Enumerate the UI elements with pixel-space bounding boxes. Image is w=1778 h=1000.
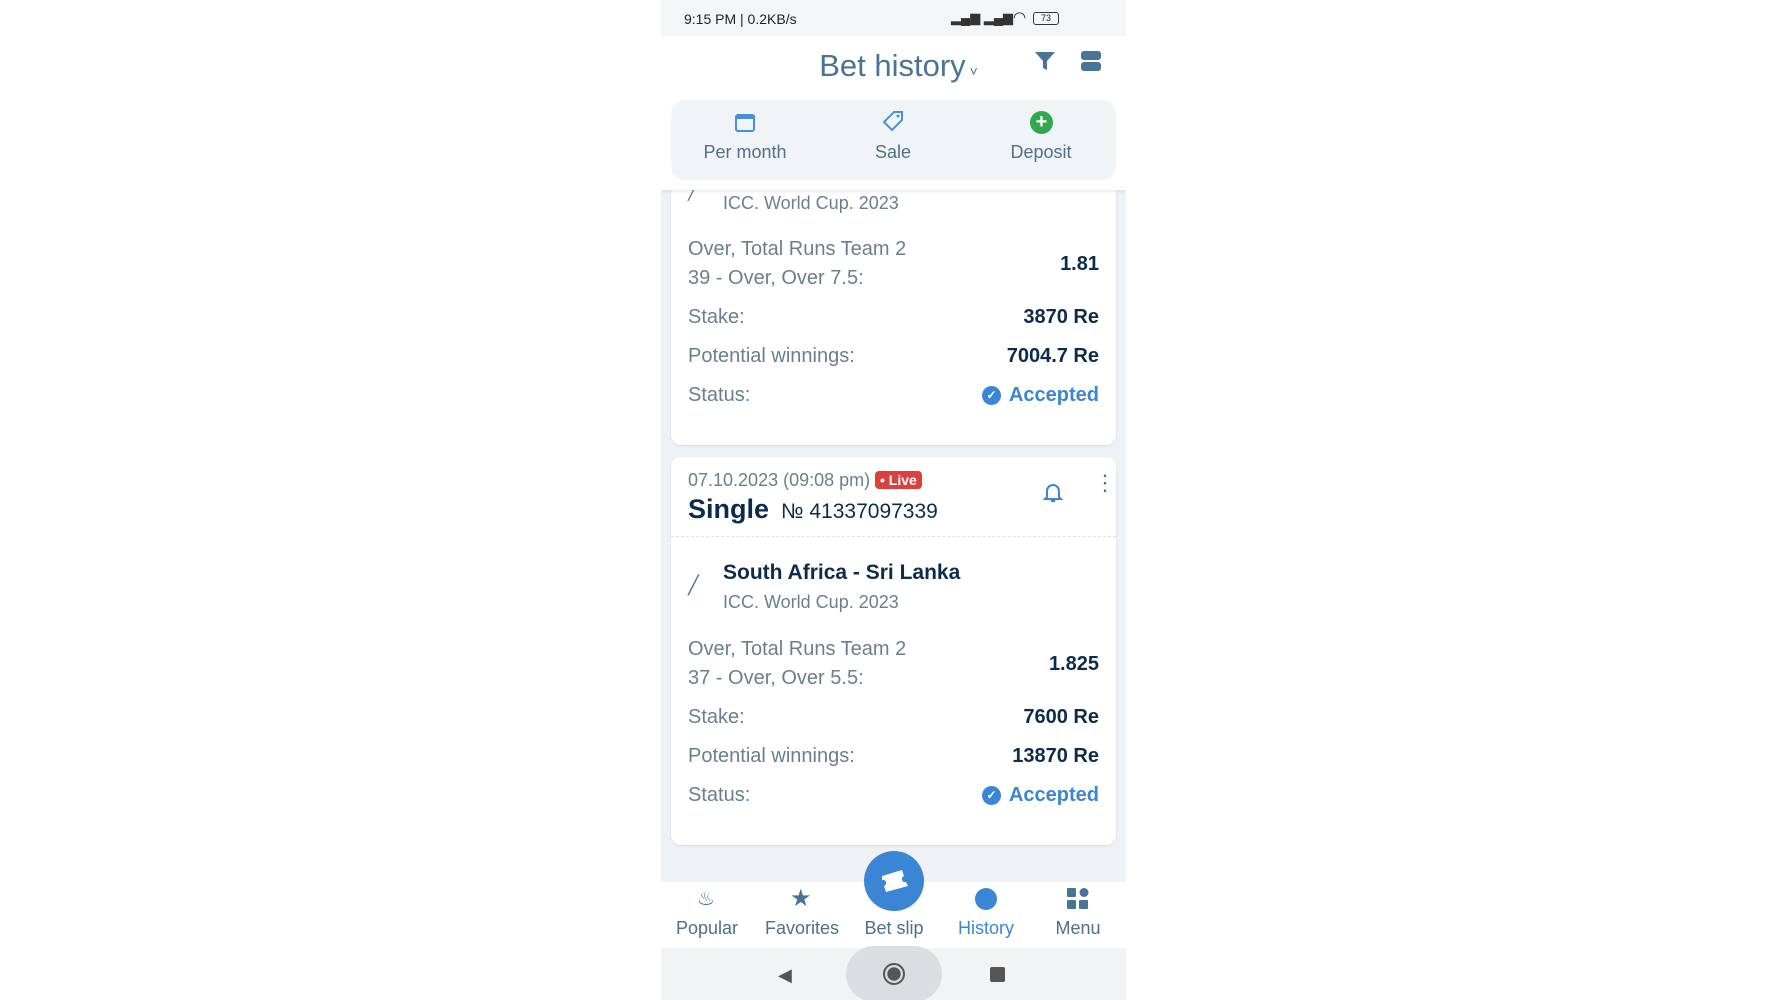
- nav-label: Bet slip: [864, 918, 924, 938]
- potential-winnings-label: Potential winnings:: [688, 745, 855, 767]
- league-name: ICC. World Cup. 2023: [723, 592, 899, 612]
- check-circle-icon: ✓: [981, 786, 1001, 805]
- clock-icon: [975, 888, 997, 910]
- divider: [671, 536, 1116, 537]
- bet-card[interactable]: 07.10.2023 (09:08 pm) • Live Single № 41…: [671, 457, 1116, 845]
- sale-label: Sale: [874, 142, 912, 162]
- market-line-2: 39 - Over, Over 7.5:: [688, 267, 864, 289]
- nav-menu[interactable]: Menu: [1032, 882, 1124, 948]
- home-icon: [883, 963, 905, 985]
- bet-number: № 41337097339: [781, 500, 938, 523]
- check-circle-icon: ✓: [981, 386, 1001, 405]
- nav-label: History: [957, 918, 1014, 938]
- league-name: ICC. World Cup. 2023: [723, 193, 899, 213]
- stake-label: Stake:: [688, 706, 745, 728]
- bell-icon[interactable]: [1041, 480, 1065, 504]
- chevron-down-icon: ˅: [965, 63, 978, 79]
- status-text: Accepted: [1008, 784, 1099, 806]
- status-time: 9:15 PM | 0.2KB/s: [684, 11, 797, 27]
- bet-date: 07.10.2023 (09:08 pm): [688, 470, 871, 490]
- market-line-2: 37 - Over, Over 5.5:: [688, 667, 864, 689]
- cricket-bat-icon: ╱: [688, 184, 698, 201]
- market-line-1: Over, Total Runs Team 2: [688, 638, 907, 660]
- system-nav: ◀: [661, 946, 1126, 1000]
- status-bar: 9:15 PM | 0.2KB/s ▂▄▆ ▂▄▆ ◠ 73: [661, 0, 1126, 36]
- live-badge: • Live: [875, 471, 922, 489]
- layout-toggle-icon[interactable]: [1080, 50, 1102, 72]
- battery-icon: 73: [1033, 12, 1059, 25]
- cricket-bat-icon: ╱: [688, 575, 699, 595]
- stake-label: Stake:: [688, 306, 745, 328]
- calendar-icon: [735, 114, 755, 132]
- odds-value: 1.81: [1060, 253, 1099, 275]
- stake-value: 7600 Re: [1023, 706, 1099, 728]
- flame-icon: ♨: [697, 888, 715, 910]
- deposit-label: Deposit: [1010, 142, 1072, 162]
- nav-bet-slip[interactable]: Bet slip: [848, 882, 940, 948]
- match-name[interactable]: South Africa - Sri Lanka: [723, 561, 961, 584]
- status-label: Status:: [688, 384, 751, 406]
- signal-icon: ▂▄▆ ▂▄▆: [951, 10, 1014, 25]
- home-button[interactable]: [846, 946, 942, 1000]
- page-title: Bet history: [819, 48, 966, 83]
- market-line-1: Over, Total Runs Team 2: [688, 238, 907, 260]
- page-title-dropdown[interactable]: Bet history ˅: [661, 48, 1126, 84]
- nav-history[interactable]: History: [940, 882, 1032, 948]
- tag-icon: [882, 111, 903, 132]
- ticket-icon: [882, 870, 908, 892]
- grid-icon: [1067, 888, 1089, 909]
- bet-card[interactable]: ╱ ICC. World Cup. 2023 Over, Total Runs …: [671, 140, 1116, 445]
- more-options-icon[interactable]: ⋮: [1094, 470, 1116, 495]
- filter-icon[interactable]: [1034, 50, 1056, 72]
- back-icon[interactable]: ◀: [778, 965, 792, 985]
- recents-icon[interactable]: [990, 967, 1005, 982]
- status-value: ✓ Accepted: [981, 784, 1099, 807]
- potential-winnings-label: Potential winnings:: [688, 345, 855, 367]
- nav-label: Popular: [675, 918, 739, 938]
- quick-actions: Per month Sale + Deposit: [671, 100, 1116, 180]
- star-icon: ★: [790, 885, 812, 912]
- wifi-icon: ◠: [1013, 9, 1027, 26]
- potential-winnings-value: 7004.7 Re: [1006, 345, 1099, 367]
- per-month-button[interactable]: Per month: [671, 100, 819, 180]
- odds-value: 1.825: [1048, 653, 1099, 675]
- phone-screen: 9:15 PM | 0.2KB/s ▂▄▆ ▂▄▆ ◠ 73 Bet histo…: [661, 0, 1126, 1000]
- sale-button[interactable]: Sale: [819, 100, 967, 180]
- bet-slip-button[interactable]: [864, 851, 924, 911]
- bet-type: Single: [688, 494, 770, 524]
- nav-label: Menu: [1055, 918, 1101, 938]
- status-value: ✓ Accepted: [981, 384, 1099, 407]
- plus-circle-icon: +: [1030, 111, 1053, 134]
- nav-label: Favorites: [764, 918, 840, 938]
- status-text: Accepted: [1008, 384, 1099, 406]
- status-label: Status:: [688, 784, 751, 806]
- nav-popular[interactable]: ♨ Popular: [661, 882, 753, 948]
- per-month-label: Per month: [703, 142, 787, 162]
- app-header: Bet history ˅ Per month Sale + Deposit: [661, 36, 1126, 190]
- deposit-button[interactable]: + Deposit: [967, 100, 1115, 180]
- potential-winnings-value: 13870 Re: [1012, 745, 1099, 767]
- stake-value: 3870 Re: [1023, 306, 1099, 328]
- nav-favorites[interactable]: ★ Favorites: [756, 882, 848, 948]
